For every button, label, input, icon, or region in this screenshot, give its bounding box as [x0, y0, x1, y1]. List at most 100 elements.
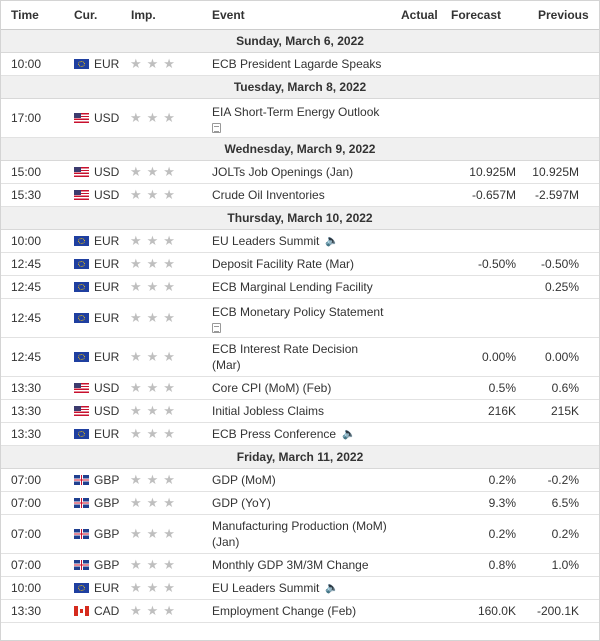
- event-time: 07:00: [11, 496, 42, 510]
- event-name[interactable]: ECB Marginal Lending Facility: [212, 280, 373, 294]
- currency-code: EUR: [94, 57, 120, 71]
- event-row[interactable]: 12:45 EUR ★★★ Deposit Facility Rate (Mar) -0…: [1, 253, 599, 276]
- us-flag-icon: [74, 190, 89, 200]
- speaker-icon[interactable]: 🔈: [325, 235, 340, 247]
- event-name[interactable]: ECB President Lagarde Speaks: [212, 57, 382, 71]
- event-row[interactable]: 12:45 EUR ★★★ ECB Marginal Lending Facility…: [1, 276, 599, 299]
- event-line: Deposit Facility Rate (Mar): [212, 256, 401, 272]
- event-row[interactable]: 10:00 EUR ★★★ EU Leaders Summit 🔈: [1, 230, 599, 253]
- event-name[interactable]: EU Leaders Summit: [212, 581, 320, 595]
- event-cell: EU Leaders Summit 🔈: [204, 580, 401, 596]
- event-name[interactable]: ECB Interest Rate Decision: [212, 342, 359, 356]
- currency-code: USD: [94, 381, 120, 395]
- event-row[interactable]: 10:00 EUR ★★★ EU Leaders Summit 🔈: [1, 577, 599, 600]
- event-row[interactable]: 07:00 GBP ★★★ Monthly GDP 3M/3M Change 0.8% 1…: [1, 554, 599, 577]
- currency-code: USD: [94, 188, 120, 202]
- event-row[interactable]: 13:30 EUR ★★★ ECB Press Conference 🔈: [1, 423, 599, 446]
- event-row[interactable]: 17:00 USD ★★★ EIA Short-Term Energy Outlook: [1, 99, 599, 138]
- event-name[interactable]: Core CPI (MoM) (Feb): [212, 381, 332, 395]
- event-name[interactable]: JOLTs Job Openings (Jan): [212, 165, 354, 179]
- event-time: 10:00: [11, 581, 42, 595]
- importance-stars: ★★★: [126, 233, 204, 249]
- event-row[interactable]: 15:30 USD ★★★ Crude Oil Inventories -0.657M -…: [1, 184, 599, 207]
- eu-flag-icon: [74, 282, 89, 292]
- importance-stars: ★★★: [126, 256, 204, 272]
- event-forecast: 160.0K: [477, 604, 516, 618]
- event-line: Initial Jobless Claims: [212, 403, 401, 419]
- event-name-continued[interactable]: (Jan): [212, 535, 240, 549]
- event-name[interactable]: Deposit Facility Rate (Mar): [212, 257, 355, 271]
- event-name[interactable]: ECB Monetary Policy Statement: [212, 304, 384, 319]
- event-row[interactable]: 13:30 USD ★★★ Core CPI (MoM) (Feb) 0.5% 0.6%: [1, 377, 599, 400]
- star-icons: ★★★: [130, 233, 180, 248]
- event-name[interactable]: GDP (YoY): [212, 496, 271, 510]
- event-text: Initial Jobless Claims: [212, 403, 401, 419]
- document-icon[interactable]: [212, 122, 221, 133]
- table-header: Time Cur. Imp. Event Actual Forecast Pre…: [1, 1, 599, 30]
- importance-stars: ★★★: [126, 580, 204, 596]
- event-line: EU Leaders Summit 🔈: [212, 580, 401, 596]
- event-row[interactable]: 10:00 EUR ★★★ ECB President Lagarde Speaks: [1, 53, 599, 76]
- header-currency[interactable]: Cur.: [74, 8, 98, 22]
- star-icons: ★★★: [130, 380, 180, 395]
- importance-stars: ★★★: [126, 164, 204, 180]
- header-actual[interactable]: Actual: [401, 8, 438, 22]
- currency-code: USD: [94, 111, 120, 125]
- event-currency: CAD: [64, 604, 126, 618]
- event-name[interactable]: Monthly GDP 3M/3M Change: [212, 558, 369, 572]
- event-previous: -0.50%: [540, 257, 579, 271]
- speaker-icon[interactable]: 🔈: [325, 582, 340, 594]
- event-line: JOLTs Job Openings (Jan): [212, 164, 401, 180]
- event-row[interactable]: 07:00 GBP ★★★ Manufacturing Production (MoM…: [1, 515, 599, 554]
- event-text: EU Leaders Summit 🔈: [212, 233, 401, 249]
- event-name[interactable]: Initial Jobless Claims: [212, 404, 325, 418]
- event-forecast: 0.2%: [488, 473, 516, 487]
- event-name[interactable]: Manufacturing Production (MoM): [212, 519, 387, 533]
- event-name[interactable]: Employment Change (Feb): [212, 604, 357, 618]
- event-row[interactable]: 12:45 EUR ★★★ ECB Interest Rate Decision (Ma…: [1, 338, 599, 377]
- event-cell: ECB Marginal Lending Facility: [204, 279, 401, 295]
- event-row[interactable]: 07:00 GBP ★★★ GDP (YoY) 9.3% 6.5%: [1, 492, 599, 515]
- star-icons: ★★★: [130, 56, 180, 71]
- event-time: 17:00: [11, 111, 42, 125]
- currency-code: GBP: [94, 473, 120, 487]
- event-row[interactable]: 13:30 USD ★★★ Initial Jobless Claims 216K 215…: [1, 400, 599, 423]
- event-previous: -2.597M: [534, 188, 579, 202]
- document-icon[interactable]: [212, 322, 221, 333]
- calendar-body: Sunday, March 6, 2022 10:00 EUR ★★★ ECB Pres…: [1, 30, 599, 623]
- event-text: GDP (MoM): [212, 472, 401, 488]
- eu-flag-icon: [74, 236, 89, 246]
- event-name-continued[interactable]: (Mar): [212, 358, 241, 372]
- event-row[interactable]: 13:30 CAD ★★★ Employment Change (Feb) 160.0K…: [1, 600, 599, 623]
- currency-code: USD: [94, 404, 120, 418]
- star-icons: ★★★: [130, 526, 180, 541]
- event-name[interactable]: Crude Oil Inventories: [212, 188, 325, 202]
- speaker-icon[interactable]: 🔈: [342, 428, 356, 440]
- header-forecast[interactable]: Forecast: [451, 8, 502, 22]
- us-flag-icon: [74, 113, 89, 123]
- event-name[interactable]: GDP (MoM): [212, 473, 276, 487]
- event-text: ECB President Lagarde Speaks: [212, 56, 401, 72]
- date-header: Friday, March 11, 2022: [1, 446, 599, 469]
- event-row[interactable]: 15:00 USD ★★★ JOLTs Job Openings (Jan) 10.92…: [1, 161, 599, 184]
- date-header: Thursday, March 10, 2022: [1, 207, 599, 230]
- event-name[interactable]: ECB Press Conference: [212, 427, 337, 441]
- event-name[interactable]: EU Leaders Summit: [212, 234, 320, 248]
- event-text: EIA Short-Term Energy Outlook: [212, 104, 401, 133]
- header-event[interactable]: Event: [212, 8, 245, 22]
- event-name[interactable]: EIA Short-Term Energy Outlook: [212, 104, 380, 119]
- header-previous[interactable]: Previous: [538, 8, 589, 22]
- event-time: 07:00: [11, 473, 42, 487]
- importance-stars: ★★★: [126, 380, 204, 396]
- header-importance[interactable]: Imp.: [131, 8, 156, 22]
- event-row[interactable]: 12:45 EUR ★★★ ECB Monetary Policy Statement: [1, 299, 599, 338]
- event-time: 12:45: [11, 280, 42, 294]
- event-time: 07:00: [11, 527, 42, 541]
- event-row[interactable]: 07:00 GBP ★★★ GDP (MoM) 0.2% -0.2%: [1, 469, 599, 492]
- event-previous: -0.2%: [547, 473, 579, 487]
- event-previous: 10.925M: [532, 165, 579, 179]
- header-time[interactable]: Time: [11, 8, 39, 22]
- currency-code: EUR: [94, 427, 120, 441]
- importance-stars: ★★★: [126, 472, 204, 488]
- event-line: Employment Change (Feb): [212, 603, 401, 619]
